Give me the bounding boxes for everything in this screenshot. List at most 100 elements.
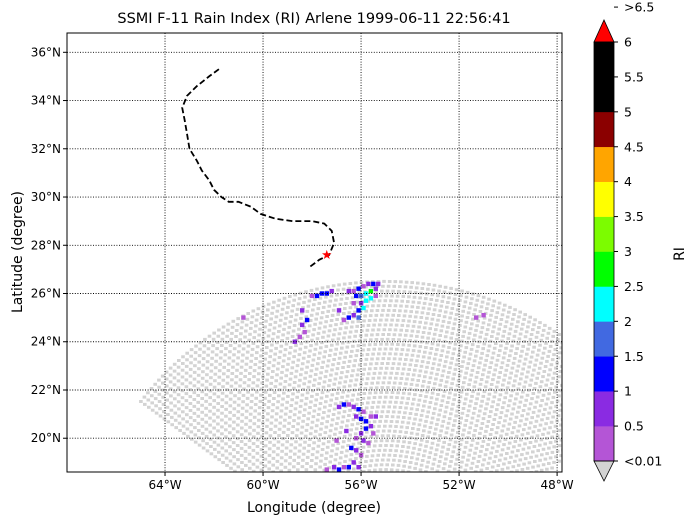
swath-pixel	[393, 328, 398, 332]
swath-pixel	[237, 350, 241, 354]
swath-pixel	[542, 370, 547, 373]
colorbar-segment	[594, 251, 614, 287]
swath-pixel	[262, 363, 267, 367]
swath-pixel	[448, 366, 452, 370]
swath-pixel	[347, 335, 352, 339]
swath-pixel	[236, 356, 240, 360]
swath-pixel	[356, 344, 361, 348]
swath-pixel	[506, 337, 511, 341]
swath-pixel	[441, 319, 446, 323]
swath-pixel	[405, 480, 409, 483]
swath-pixel	[277, 356, 282, 359]
swath-pixel	[341, 366, 345, 369]
swath-pixel	[333, 402, 338, 406]
swath-pixel	[520, 453, 524, 457]
swath-pixel	[392, 357, 397, 361]
swath-pixel	[526, 370, 530, 374]
swath-pixel	[511, 361, 516, 365]
swath-pixel	[497, 479, 501, 482]
swath-pixel	[443, 285, 448, 289]
swath-pixel	[154, 404, 158, 408]
swath-pixel	[309, 400, 313, 404]
swath-pixel	[401, 343, 406, 347]
swath-pixel	[298, 404, 303, 408]
swath-pixel	[142, 395, 147, 399]
swath-pixel	[483, 453, 488, 457]
swath-pixel	[298, 378, 302, 382]
swath-pixel	[515, 347, 519, 351]
swath-pixel	[270, 343, 274, 347]
swath-pixel	[523, 380, 528, 384]
swath-pixel	[369, 338, 373, 342]
swath-pixel	[255, 451, 260, 455]
swath-pixel	[516, 449, 520, 453]
swath-pixel	[326, 359, 331, 363]
swath-pixel	[342, 282, 347, 286]
swath-pixel	[234, 329, 239, 332]
swath-pixel	[460, 365, 464, 368]
swath-pixel	[324, 295, 328, 299]
swath-pixel	[308, 349, 312, 353]
swath-pixel	[304, 428, 309, 432]
swath-pixel	[193, 440, 198, 444]
swath-pixel	[460, 460, 464, 464]
swath-pixel	[501, 308, 506, 312]
swath-pixel	[465, 502, 469, 505]
swath-pixel	[517, 479, 521, 482]
swath-pixel	[534, 335, 539, 339]
swath-pixel	[292, 381, 297, 384]
swath-pixel	[252, 435, 256, 439]
swath-pixel	[491, 400, 495, 404]
swath-pixel	[259, 461, 264, 465]
swath-pixel	[465, 316, 470, 319]
swath-pixel	[337, 436, 342, 440]
swath-pixel	[572, 395, 576, 398]
swath-pixel	[276, 367, 280, 371]
swath-pixel	[506, 404, 511, 408]
swath-pixel	[239, 440, 244, 443]
swath-pixel	[391, 362, 396, 366]
swath-pixel	[583, 359, 587, 362]
swath-pixel	[543, 388, 547, 392]
swath-pixel	[439, 354, 444, 357]
swath-pixel	[417, 499, 421, 502]
swath-pixel	[310, 453, 315, 457]
swath-pixel	[305, 309, 310, 313]
swath-pixel	[524, 437, 529, 441]
swath-pixel	[221, 461, 225, 464]
swath-pixel	[463, 397, 468, 401]
swath-pixel	[331, 443, 335, 447]
swath-pixel	[386, 284, 391, 288]
swath-pixel	[381, 308, 385, 312]
swath-pixel	[366, 449, 370, 453]
swath-pixel	[343, 355, 347, 359]
swath-pixel	[509, 371, 513, 375]
swath-pixel	[545, 336, 549, 340]
swath-pixel	[462, 381, 466, 385]
swath-pixel	[281, 397, 285, 401]
swath-pixel	[150, 401, 154, 405]
swath-pixel	[274, 346, 278, 350]
swath-pixel	[487, 323, 491, 327]
swath-pixel	[212, 385, 217, 389]
swath-pixel	[312, 353, 317, 357]
swath-pixel	[272, 391, 277, 394]
swath-pixel	[535, 330, 540, 334]
swath-pixel	[360, 450, 365, 454]
swath-pixel	[181, 417, 185, 421]
swath-pixel	[498, 494, 502, 497]
swath-pixel	[545, 436, 549, 440]
swath-pixel	[215, 347, 219, 351]
swath-pixel	[353, 334, 357, 338]
swath-pixel	[241, 347, 246, 351]
swath-pixel	[577, 360, 581, 363]
swath-pixel	[239, 453, 244, 457]
swath-pixel	[579, 389, 583, 392]
swath-pixel	[552, 410, 557, 414]
swath-pixel	[184, 392, 189, 396]
swath-pixel	[395, 420, 399, 424]
swath-pixel	[505, 386, 510, 390]
swath-pixel	[321, 385, 326, 389]
swath-pixel	[196, 394, 200, 397]
swath-pixel	[244, 362, 249, 366]
